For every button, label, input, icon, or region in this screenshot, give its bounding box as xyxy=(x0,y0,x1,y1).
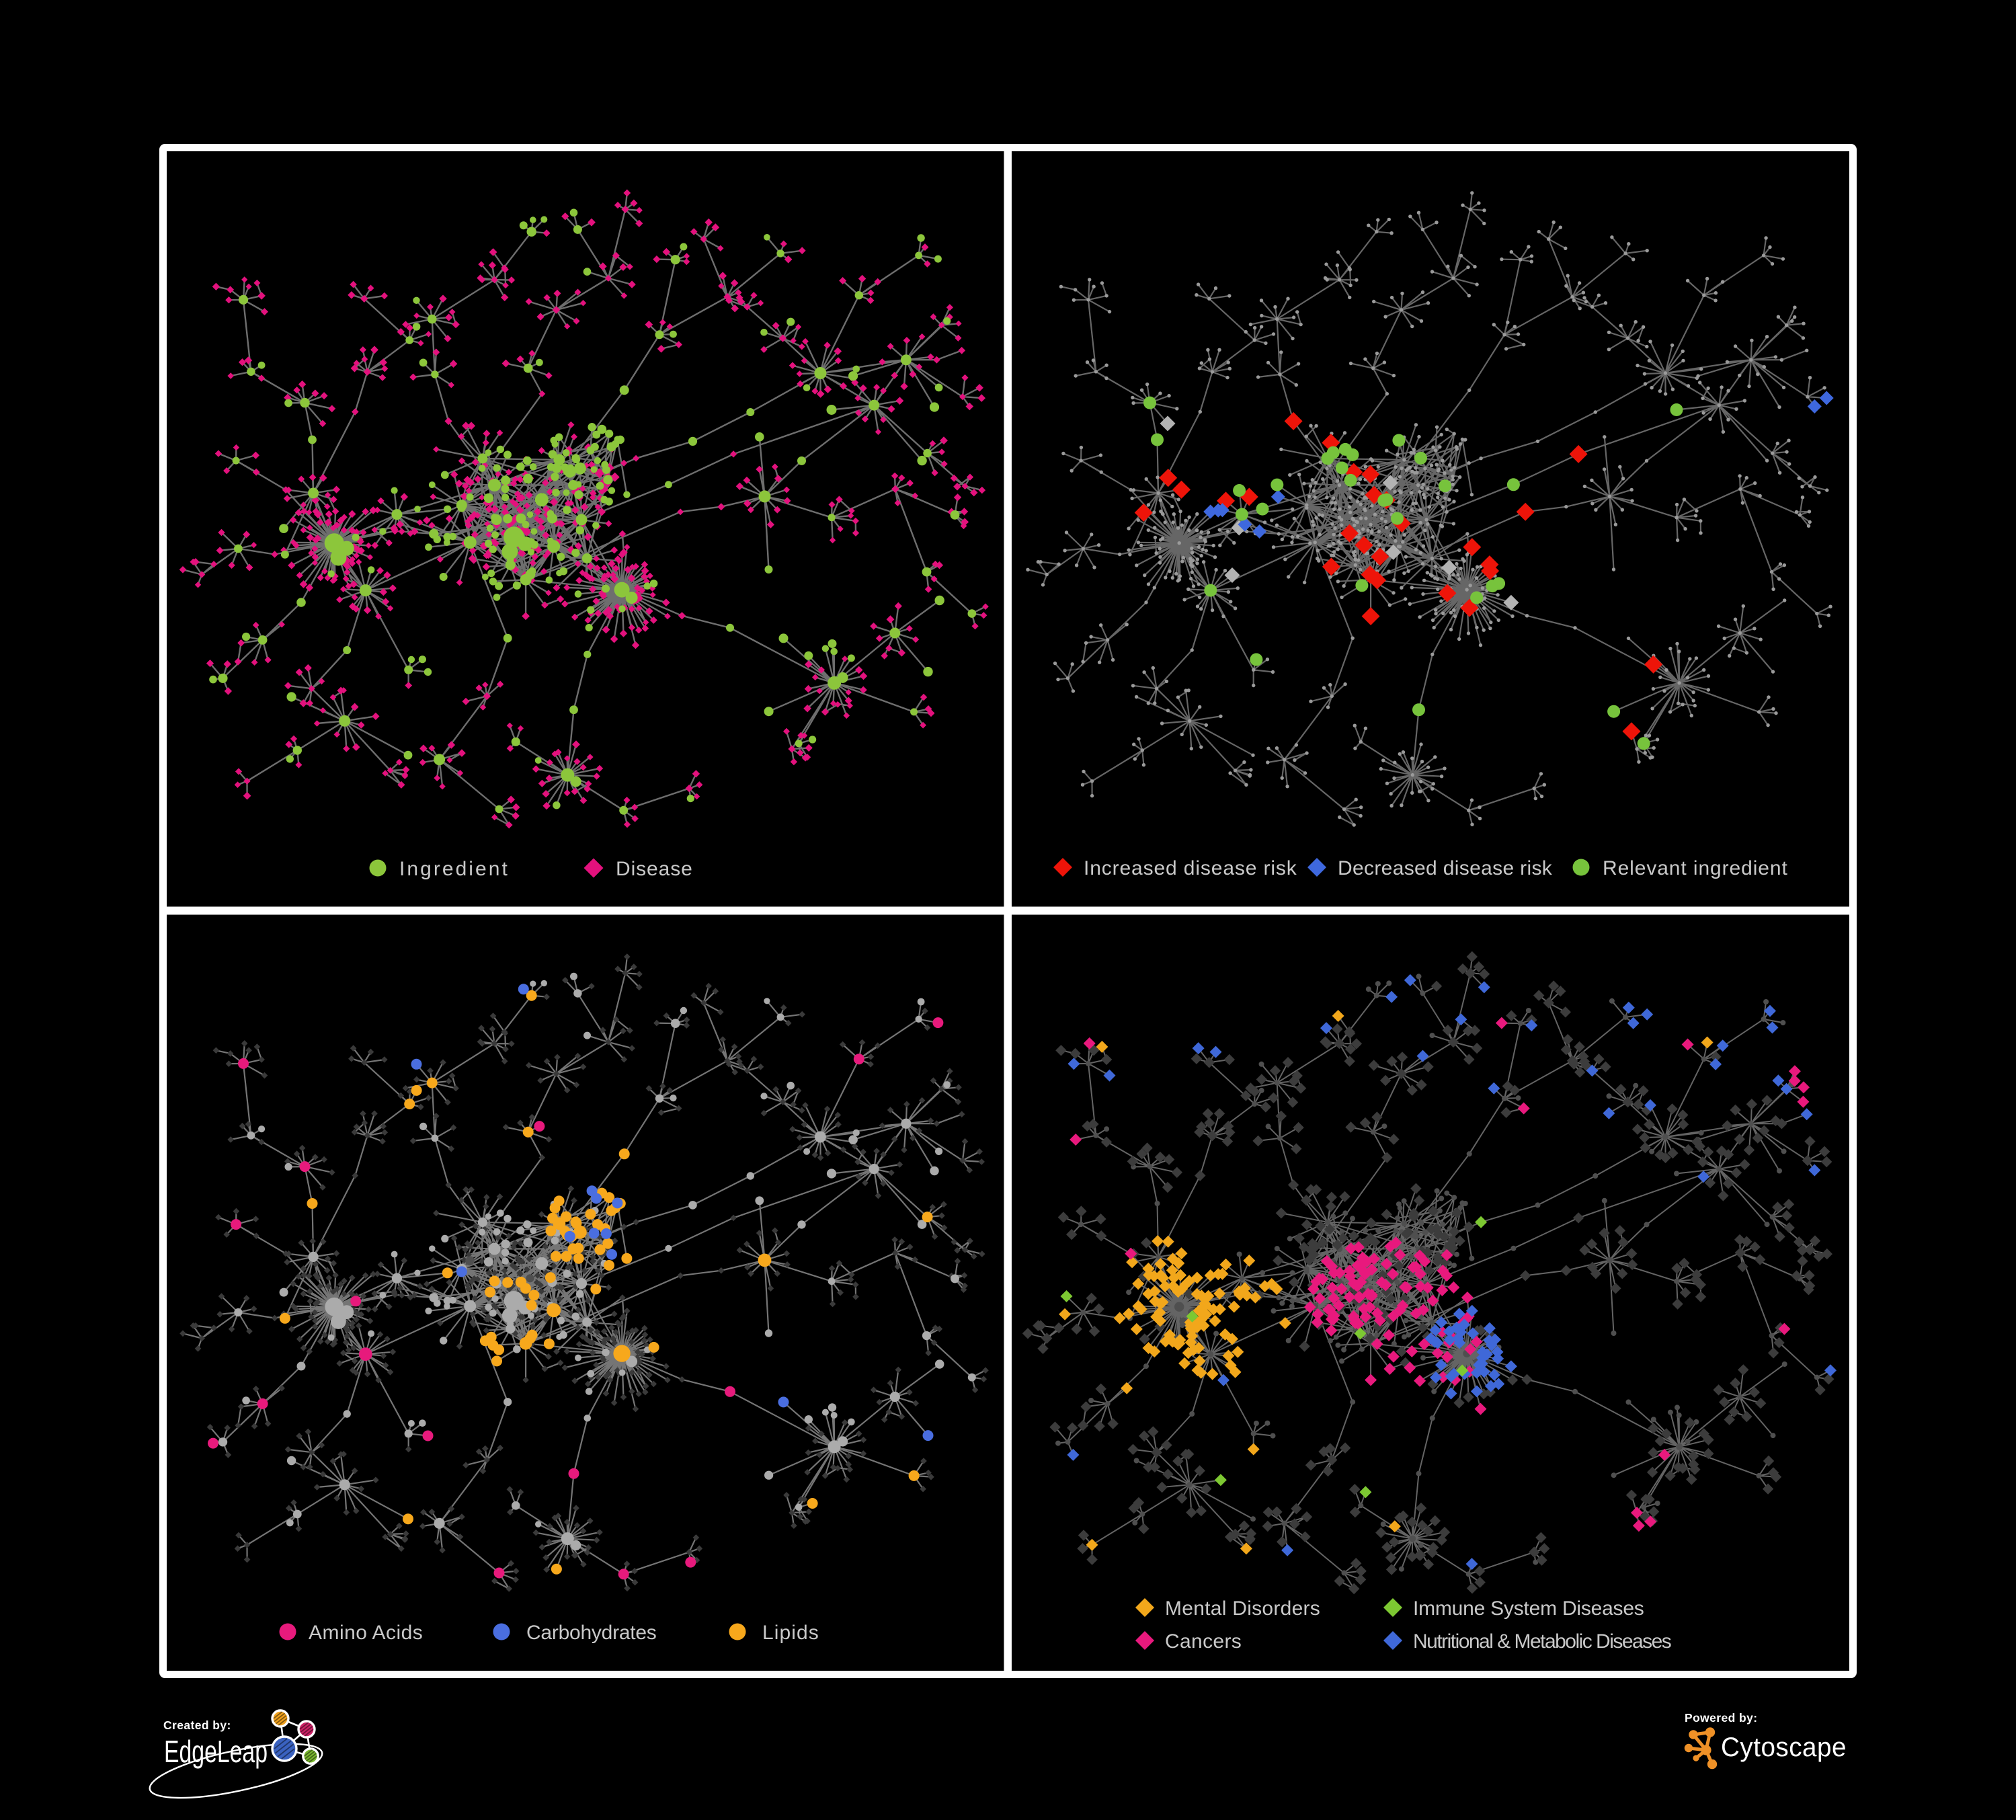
svg-text:Mental Disorders: Mental Disorders xyxy=(1165,1597,1321,1620)
svg-text:Cytoscape: Cytoscape xyxy=(1721,1733,1847,1762)
svg-text:Amino Acids: Amino Acids xyxy=(309,1622,424,1644)
svg-text:Carbohydrates: Carbohydrates xyxy=(526,1622,657,1644)
svg-text:Immune System Diseases: Immune System Diseases xyxy=(1413,1597,1645,1620)
svg-text:EdgeLeap: EdgeLeap xyxy=(164,1734,268,1769)
svg-text:Lipids: Lipids xyxy=(762,1622,819,1644)
svg-text:Powered by:: Powered by: xyxy=(1685,1711,1757,1725)
svg-text:Decreased disease risk: Decreased disease risk xyxy=(1338,857,1553,879)
svg-text:Nutritional & Metabolic Diseas: Nutritional & Metabolic Diseases xyxy=(1413,1630,1672,1653)
svg-text:Ingredient: Ingredient xyxy=(399,858,508,880)
svg-text:Increased disease risk: Increased disease risk xyxy=(1084,857,1297,879)
svg-text:Cancers: Cancers xyxy=(1165,1630,1242,1653)
svg-text:Created by:: Created by: xyxy=(163,1718,231,1732)
svg-text:Disease: Disease xyxy=(616,858,693,880)
svg-text:Relevant ingredient: Relevant ingredient xyxy=(1603,857,1788,879)
